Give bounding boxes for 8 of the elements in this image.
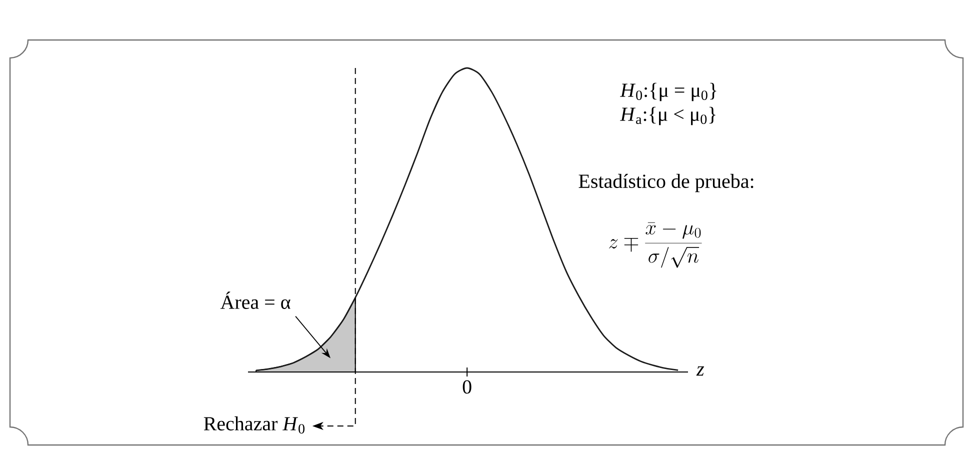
annotation: $z \mp \frac{\bar{x}-\mu_0}{\sigma/\sqrt{n}}$ [609,222,702,268]
annotation: Estadístico de prueba: [578,174,754,192]
x-axis-title: z [696,366,704,376]
text: Rechazar H$_{0}$ [204,416,304,434]
annotation: H$_{0}$:{μ = μ$_{0}$} [620,82,716,102]
text: 0 [462,380,472,394]
annotation: H$_{a}$:{μ < μ$_{0}$} [620,106,716,126]
annotation: Área = α [220,292,290,309]
